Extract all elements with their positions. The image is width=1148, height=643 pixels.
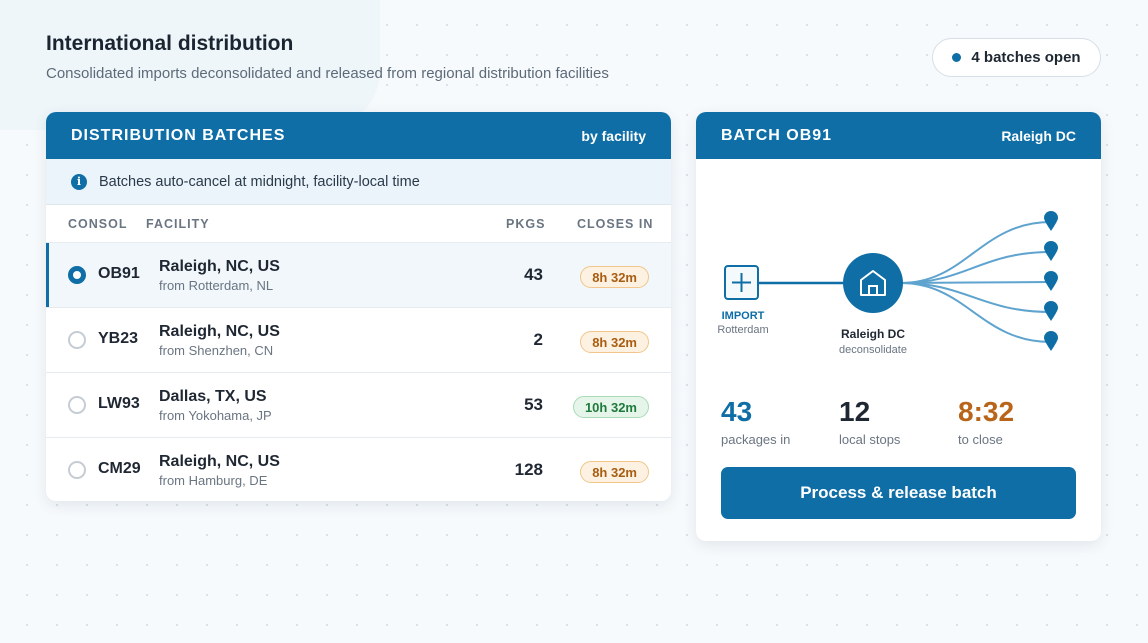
open-batches-pill[interactable]: 4 batches open — [932, 38, 1101, 77]
map-pin-icon — [1044, 271, 1058, 291]
row-radio[interactable] — [68, 331, 86, 349]
row-radio[interactable] — [68, 266, 86, 284]
package-count: 2 — [533, 330, 543, 349]
col-consol: CONSOL — [68, 216, 128, 231]
import-node-icon — [724, 265, 759, 300]
row-radio[interactable] — [68, 461, 86, 479]
distribution-batches-card: DISTRIBUTION BATCHES by facility i Batch… — [46, 112, 671, 501]
packages-in-label: packages in — [721, 432, 791, 447]
fanout-curve — [900, 282, 1052, 313]
info-icon: i — [71, 173, 87, 190]
fanout-curve — [900, 281, 1052, 284]
page-subtitle: Consolidated imports deconsolidated and … — [46, 65, 609, 82]
package-count: 43 — [524, 265, 543, 284]
batches-card-header: DISTRIBUTION BATCHES by facility — [46, 112, 671, 159]
consol-id: CM29 — [98, 460, 141, 477]
table-row[interactable]: LW93 Dallas, TX, US from Yokohama, JP 53… — [46, 372, 671, 437]
batch-facility: Raleigh DC — [1001, 127, 1076, 144]
import-origin: Rotterdam — [717, 324, 769, 336]
stop-pins — [1044, 211, 1058, 351]
consol-id: OB91 — [98, 265, 140, 282]
header-backdrop — [0, 0, 380, 130]
time-to-close-label: to close — [958, 432, 1003, 447]
facility-name: Raleigh, NC, US — [159, 323, 280, 340]
col-pkgs: PKGS — [506, 216, 546, 231]
map-pin-icon — [1044, 241, 1058, 261]
table-row[interactable]: YB23 Raleigh, NC, US from Shenzhen, CN 2… — [46, 307, 671, 372]
time-to-close-value: 8:32 — [958, 396, 1015, 427]
facility-origin: from Yokohama, JP — [159, 408, 272, 423]
closes-in-badge: 8h 32m — [580, 461, 649, 483]
warehouse-hub-icon — [843, 253, 903, 313]
status-dot-icon — [952, 53, 962, 62]
facility-origin: from Hamburg, DE — [159, 473, 268, 488]
group-by-toggle[interactable]: by facility — [581, 127, 646, 144]
table-row[interactable]: CM29 Raleigh, NC, US from Hamburg, DE 12… — [46, 437, 671, 501]
packages-in-value: 43 — [721, 396, 753, 427]
package-count: 128 — [514, 460, 543, 479]
fanout-curve — [900, 221, 1052, 284]
map-pin-icon — [1044, 331, 1058, 351]
closes-in-badge: 10h 32m — [572, 396, 649, 418]
consol-id: LW93 — [98, 395, 140, 412]
fanout-links — [900, 221, 1052, 343]
hub-label: Raleigh DC — [840, 327, 905, 341]
fanout-curve — [900, 251, 1052, 284]
batch-detail-card: BATCH OB91 Raleigh DC IMPORT Rotterdam R… — [696, 112, 1101, 541]
notice-text: Batches auto-cancel at midnight, facilit… — [99, 173, 420, 190]
facility-name: Raleigh, NC, US — [159, 453, 280, 470]
hub-action: deconsolidate — [839, 344, 907, 356]
fanout-curve — [900, 282, 1052, 343]
local-stops-label: local stops — [839, 432, 901, 447]
map-pin-icon — [1044, 301, 1058, 321]
import-label: IMPORT — [721, 310, 765, 322]
import-label-group: IMPORT Rotterdam — [714, 310, 772, 336]
package-count: 53 — [524, 395, 543, 414]
col-facility: FACILITY — [146, 216, 210, 231]
local-stops-value: 12 — [839, 396, 871, 427]
map-pin-icon — [1044, 211, 1058, 231]
closes-in-badge: 8h 32m — [580, 266, 649, 288]
page-title: International distribution — [46, 32, 294, 55]
process-release-button[interactable]: Process & release batch — [721, 467, 1076, 519]
facility-name: Raleigh, NC, US — [159, 258, 280, 275]
detail-card-header: BATCH OB91 Raleigh DC — [696, 112, 1101, 159]
facility-name: Dallas, TX, US — [159, 388, 267, 405]
facility-origin: from Shenzhen, CN — [159, 343, 274, 358]
open-batches-label: 4 batches open — [971, 49, 1081, 66]
auto-cancel-notice: i Batches auto-cancel at midnight, facil… — [46, 159, 671, 205]
closes-in-badge: 8h 32m — [580, 331, 649, 353]
row-radio[interactable] — [68, 396, 86, 414]
consol-id: YB23 — [98, 330, 139, 347]
hub-label-group: Raleigh DC deconsolidate — [823, 327, 923, 356]
distribution-flow-diagram — [724, 211, 1058, 351]
col-closes-in: CLOSES IN — [577, 216, 654, 231]
batch-title: BATCH OB91 — [721, 126, 833, 144]
table-row[interactable]: OB91 Raleigh, NC, US from Rotterdam, NL … — [46, 242, 671, 307]
facility-origin: from Rotterdam, NL — [159, 278, 274, 293]
batches-card-title: DISTRIBUTION BATCHES — [71, 126, 286, 144]
table-header: CONSOL FACILITY PKGS CLOSES IN — [46, 205, 671, 242]
